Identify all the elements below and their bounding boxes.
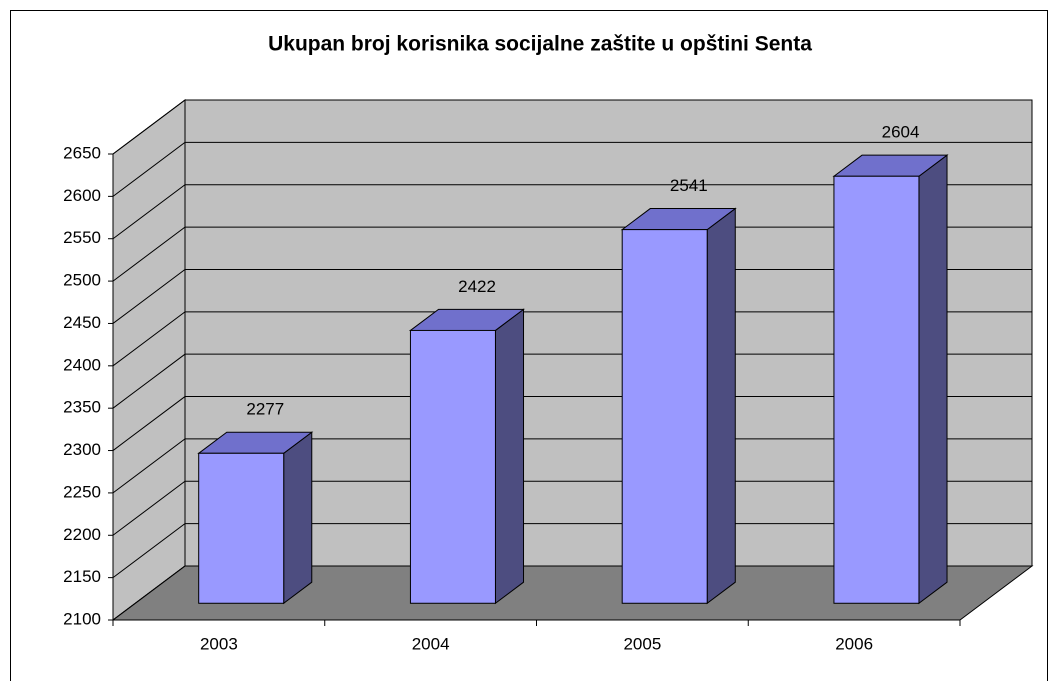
y-tick-label: 2500 [63, 271, 101, 290]
chart-title: Ukupan broj korisnika socijalne zaštite … [268, 33, 812, 56]
grid-line [112, 311, 1032, 367]
x-tick-label: 2004 [412, 634, 450, 653]
grid-line [112, 226, 1032, 282]
grid-line [112, 480, 1032, 536]
y-tick-label: 2400 [63, 355, 101, 374]
grid-line [112, 565, 1032, 621]
bar-side [918, 154, 948, 605]
x-tick-label: 2006 [835, 634, 873, 653]
y-tick-label: 2350 [63, 398, 101, 417]
y-tick-label: 2600 [63, 186, 101, 205]
y-tick-label: 2650 [63, 143, 101, 162]
value-label: 2604 [882, 123, 920, 142]
grid-line [112, 184, 1032, 240]
grid-line [112, 523, 1032, 579]
x-tick-label: 2003 [200, 634, 238, 653]
bar [833, 175, 920, 604]
bar-side [494, 308, 525, 605]
y-tick-label: 2100 [63, 609, 101, 628]
grid-line [112, 353, 1032, 409]
bar [409, 329, 496, 604]
x-tick-label: 2005 [623, 634, 661, 653]
grid-line [112, 99, 1032, 155]
y-tick-label: 2200 [63, 525, 101, 544]
y-tick-label: 2300 [63, 440, 101, 459]
y-tick-label: 2250 [63, 482, 101, 501]
y-tick-label: 2450 [63, 313, 101, 332]
value-label: 2277 [246, 400, 284, 419]
y-tick-label: 2550 [63, 228, 101, 247]
bar [198, 452, 285, 604]
left-wall [112, 99, 186, 621]
value-label: 2422 [458, 277, 496, 296]
grid-line [112, 268, 1032, 324]
grid-line [112, 141, 1032, 197]
value-label: 2541 [670, 176, 708, 195]
bar-side [283, 431, 313, 605]
bar-side [706, 207, 736, 605]
grid-line [112, 396, 1032, 451]
y-tick-label: 2150 [63, 567, 101, 586]
grid-line [112, 438, 1032, 494]
bar [621, 229, 708, 604]
